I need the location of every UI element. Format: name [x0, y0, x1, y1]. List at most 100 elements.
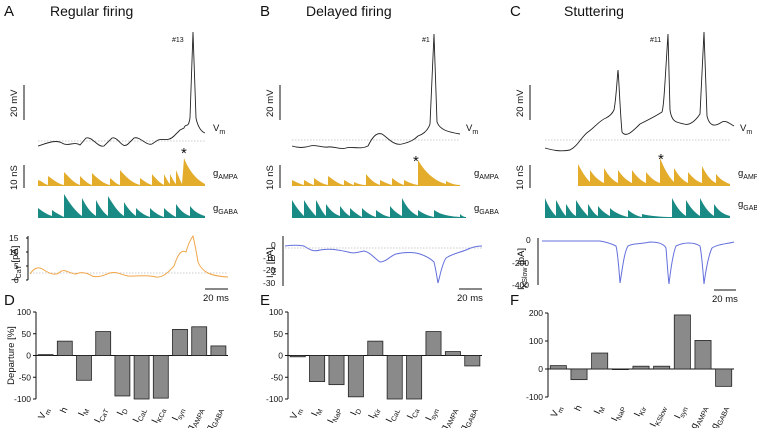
category-label: Vm	[288, 405, 305, 422]
bar-h	[56, 340, 73, 356]
y-tick-label: 100	[269, 307, 283, 317]
category-label: h	[58, 406, 70, 415]
gampa-label: gAMPA	[738, 168, 757, 181]
y-tick-label: 200	[529, 308, 543, 318]
bar-inap	[328, 355, 345, 386]
category-label: IKCa	[150, 406, 169, 426]
category-label: ICaL	[131, 406, 149, 426]
bar-vm	[289, 355, 306, 358]
category-label: Vm	[36, 405, 53, 422]
star-marker: *	[181, 145, 187, 162]
bar-ikir	[367, 340, 384, 356]
bar-id	[347, 355, 364, 398]
category-label: gAMPA	[185, 405, 207, 428]
tick-label: 0	[14, 275, 19, 285]
category-label: ICa	[405, 406, 422, 422]
tick-label: 5	[14, 261, 19, 271]
bar-ikir	[632, 365, 650, 370]
ggaba-trace	[545, 198, 730, 218]
star-marker: *	[658, 151, 664, 168]
bar-isyn	[172, 328, 188, 356]
ikslow-trace	[542, 240, 735, 285]
bar-gampa	[444, 351, 461, 356]
vm-label: Vm	[466, 123, 478, 136]
bar-id	[114, 355, 131, 397]
y-tick-label: 100	[529, 336, 543, 346]
spike-label: #1	[422, 37, 430, 44]
bar-vm	[37, 354, 54, 356]
category-label: ID	[348, 406, 363, 418]
bar-gampa	[694, 340, 712, 370]
g-scale-label: 10 nS	[515, 165, 526, 190]
category-label: IKir	[632, 403, 649, 419]
ica-trace	[29, 234, 229, 278]
category-label: INaP	[325, 405, 344, 426]
tick-label: 10	[9, 247, 19, 257]
y-tick-label: 0	[278, 351, 283, 361]
bar-ikca	[152, 355, 169, 399]
panel-a: A Regular firing #13 20 mV Vm 10 nS gAMP…	[4, 3, 238, 304]
vm-scale-label: 20 mV	[9, 89, 20, 117]
spike-label: #13	[172, 37, 184, 44]
vm-label: Vm	[740, 123, 752, 136]
vm-trace	[291, 33, 461, 149]
tick-label: 15	[9, 233, 19, 243]
panel-b: B Delayed firing #1 20 mV Vm 10 nS * gAM…	[260, 3, 499, 304]
ggaba-label: gGABA	[738, 199, 757, 212]
category-label: gGABA	[709, 403, 731, 428]
bar-ggaba	[210, 345, 227, 356]
bar-isyn	[673, 314, 691, 370]
tick-label: -30	[263, 278, 276, 288]
panel-letter: B	[260, 3, 270, 20]
y-tick-label: -100	[14, 394, 31, 404]
tick-label: 0	[271, 240, 276, 250]
category-label: IM	[76, 405, 91, 418]
bar-ical	[133, 355, 150, 400]
time-scale-label: 20 ms	[712, 294, 738, 305]
category-label: ICaT	[92, 405, 111, 426]
bar-ica	[406, 355, 423, 400]
gampa-trace	[38, 158, 205, 186]
bar-ikslow	[653, 365, 671, 370]
category-label: IKSlow	[648, 403, 670, 428]
current-ticks-c: 0 -200 -400	[512, 235, 531, 290]
y-tick-label: -100	[526, 392, 543, 402]
category-label: IM	[592, 403, 607, 416]
bar-isyn	[425, 331, 442, 356]
bar-ggaba	[715, 368, 733, 387]
category-label: Isyn	[170, 406, 188, 424]
y-tick-label: 50	[274, 329, 284, 339]
bar-icat	[95, 331, 112, 356]
vm-scale-label: 20 mV	[515, 89, 526, 117]
bar-ggaba	[464, 355, 481, 367]
bar-im	[591, 352, 609, 370]
tick-label: 0	[526, 235, 531, 245]
current-ticks-b: 0 -10 -20 -30	[263, 240, 276, 288]
panel-letter: C	[510, 3, 521, 20]
y-tick-label: 0	[26, 351, 31, 361]
bar-ical	[386, 355, 403, 400]
tick-label: -200	[512, 258, 529, 268]
ggaba-trace	[292, 198, 466, 218]
vm-label: Vm	[213, 123, 225, 136]
time-scale-label: 20 ms	[457, 293, 483, 304]
panel-letter: E	[260, 292, 270, 309]
g-scale-label: 10 nS	[9, 165, 20, 190]
time-scale-label: 20 ms	[203, 293, 229, 304]
category-label: IKir	[366, 405, 383, 421]
panel-title: Stuttering	[564, 3, 624, 19]
panel-title: Regular firing	[50, 3, 133, 19]
category-label: ID	[115, 406, 130, 418]
tick-label: -20	[263, 265, 276, 275]
bar-im	[309, 355, 326, 383]
star-marker: *	[413, 153, 419, 170]
panel-letter: F	[510, 292, 519, 309]
tick-label: -400	[512, 280, 529, 290]
y-tick-label: 50	[22, 329, 32, 339]
